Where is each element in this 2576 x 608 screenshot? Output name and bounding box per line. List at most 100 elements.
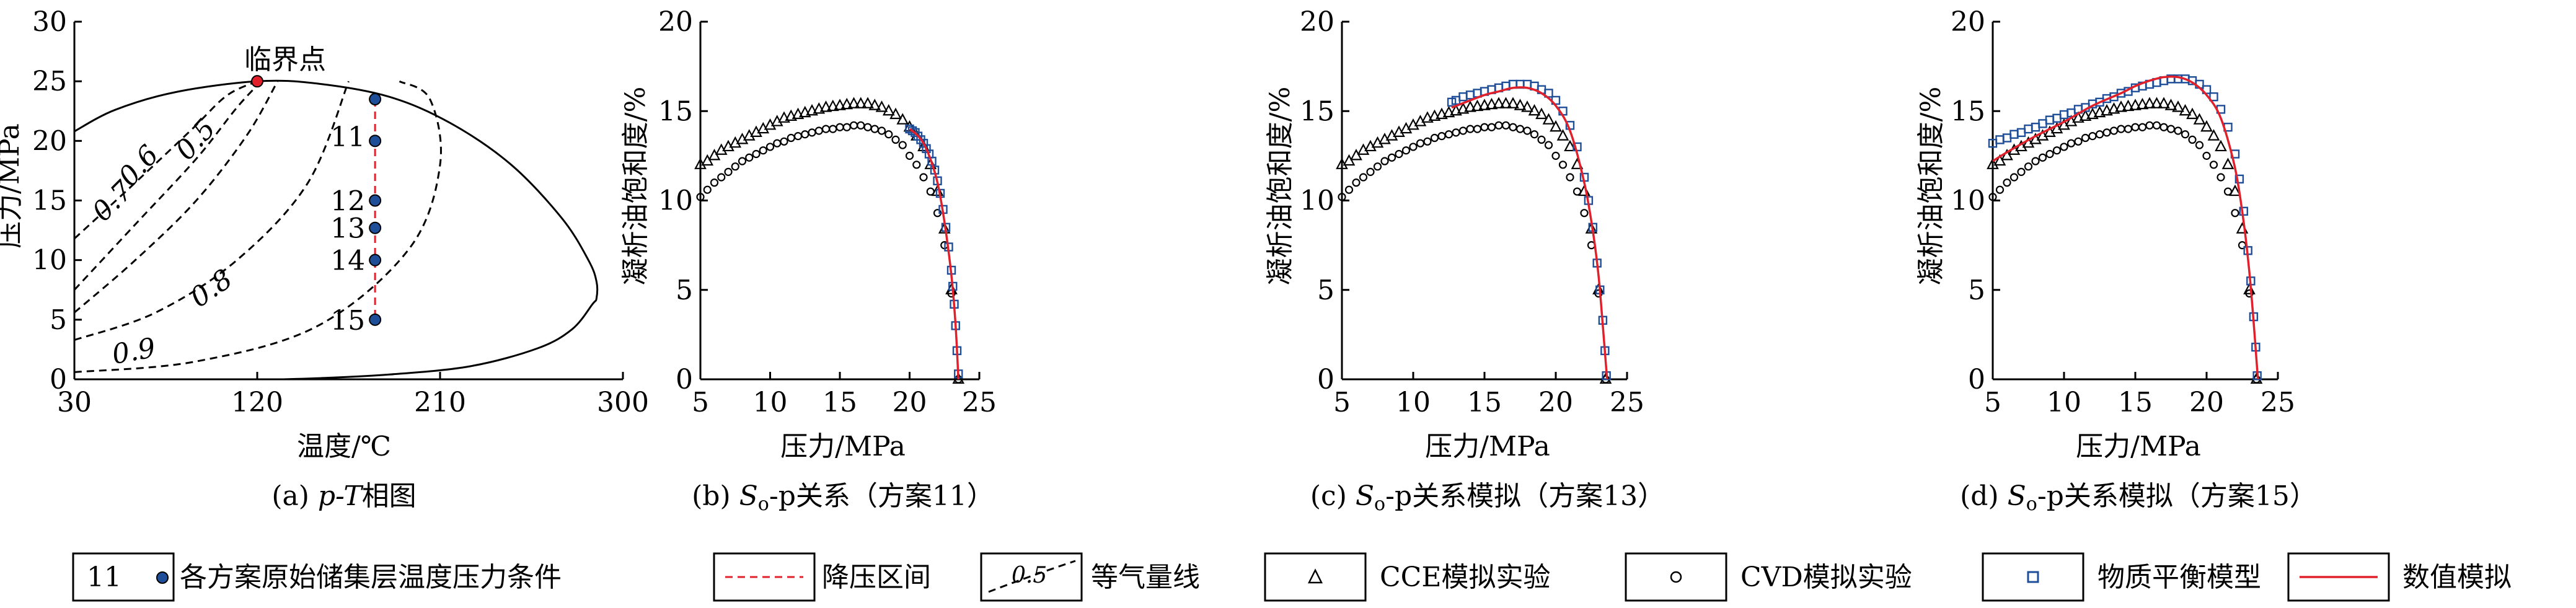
panel-b-cce-point [862, 97, 874, 108]
panel-c-cvd-point [1437, 132, 1446, 141]
panel-c-cvd-point [1544, 141, 1553, 149]
panel-b-cce-point [778, 111, 790, 123]
legend-sample-conditions-dot [156, 571, 169, 584]
panel-d-cvd-point [2038, 153, 2047, 162]
panel-d-cvd-point [2045, 149, 2054, 159]
panel-b-cvd-point [787, 133, 795, 143]
panel-b-cce-point [701, 154, 714, 166]
panel-c-cvd-point [1338, 193, 1346, 201]
panel-d-cce-point [2101, 104, 2113, 116]
panel-c-cvd-point [1373, 162, 1382, 171]
panel-d-cce-point [2143, 97, 2156, 108]
legend-sample-box-num [2287, 552, 2390, 602]
legend-sample-box-mb [1982, 552, 2084, 602]
panel-d-cvd-point [2081, 133, 2090, 143]
panel-c-x-tick-label: 25 [1610, 387, 1644, 418]
panel-c-cce-point [1507, 97, 1519, 108]
panel-d-cvd-point [2017, 167, 2026, 176]
panel-b-x-tick-label: 15 [823, 387, 857, 418]
panel-d-cvd-point [2145, 121, 2154, 130]
panel-d-cvd-point [2174, 126, 2182, 135]
panel-c-cvd-point [1452, 128, 1460, 137]
panel-d-mb-point [2052, 113, 2062, 123]
panel-c-cvd-point [1430, 133, 1439, 143]
panel-d-cvd-point [2052, 146, 2062, 155]
panel-d-cvd-point [2088, 132, 2097, 141]
panel-d-cce-point [2186, 107, 2199, 120]
panel-c-mb-point [1458, 92, 1468, 102]
panel-c-cvd-point [1444, 130, 1453, 139]
panel-c-cvd-point [1423, 137, 1432, 146]
panel-b-cvd-point [696, 193, 705, 201]
panel-b-x-tick-label: 20 [893, 387, 927, 418]
panel-c-cvd-point [1416, 139, 1425, 148]
panel-d-mb-point [2002, 133, 2012, 143]
panel-d-cce-point [2093, 105, 2106, 118]
panel-d-cce-point [2158, 97, 2170, 108]
panel-d-cce-point [2136, 97, 2149, 110]
panel-b-y-tick-label: 10 [658, 185, 693, 217]
condition-point-11 [369, 93, 382, 106]
legend-sample-box-conditions [72, 552, 175, 602]
condition-label-13: 13 [330, 213, 365, 245]
panel-d-y-tick-label: 15 [1951, 95, 1985, 127]
panel-d-cce-point [2164, 99, 2177, 110]
panel-b-cvd-point [759, 146, 767, 155]
condition-label-14: 14 [330, 245, 365, 277]
panel-d-y-tick-label: 10 [1951, 185, 1985, 217]
panel-b-cce-point [889, 107, 902, 120]
panel-d-cce-point [2200, 120, 2213, 132]
panel-d-x-tick-label: 5 [1984, 387, 2001, 418]
panel-b-cvd-point [884, 130, 893, 139]
panel-a-caption: (a) p-T相图 [271, 480, 416, 512]
panel-b-cce-point [757, 121, 770, 134]
panel-c-cce-point [1485, 97, 1498, 110]
panel-d-cvd-point [2166, 125, 2176, 133]
panel-c-cvd-point [1466, 125, 1475, 133]
legend-sample-quality-line [988, 560, 1076, 593]
panel-b-numerical-line [909, 128, 959, 380]
panel-d-cce-point [2172, 100, 2184, 112]
panel-b-cvd-point [808, 128, 816, 137]
panel-b-cce-point [847, 97, 860, 108]
panel-d-cvd-point [2067, 139, 2076, 148]
panel-b-cce-point [736, 133, 749, 144]
panel-a-y-tick-label: 15 [32, 185, 67, 217]
panel-c-ylabel: 凝析油饱和度/% [1264, 87, 1296, 286]
panel-d-cvd-point [2031, 157, 2040, 165]
panel-c-x-tick-label: 15 [1467, 387, 1502, 418]
panel-c-cce-point [1564, 139, 1576, 152]
panel-d-y-tick-label: 0 [1968, 364, 1985, 395]
panel-d-ylabel: 凝析油饱和度/% [1915, 87, 1947, 286]
panel-d-caption: (d) So-p关系模拟（方案15） [1960, 480, 2317, 515]
panel-b-cvd-point [793, 132, 803, 141]
panel-b-x-tick-label: 25 [962, 387, 997, 418]
legend-label-cce: CCE模拟实验 [1380, 562, 1550, 593]
panel-b-cce-point [868, 99, 881, 110]
panel-c-cvd-point [1395, 149, 1403, 159]
panel-c-cvd-point [1494, 121, 1503, 130]
panel-d-cvd-point [2009, 173, 2019, 182]
panel-d-cvd-point [2202, 151, 2211, 160]
quality-line-0.8 [74, 81, 350, 341]
condition-point-12 [369, 194, 382, 207]
critical-point-label: 临界点 [244, 44, 326, 76]
panel-c-cvd-point [1387, 153, 1396, 162]
panel-c-cce-point [1499, 97, 1512, 108]
panel-b-cvd-point [710, 178, 719, 187]
panel-c-mb-point [1465, 90, 1475, 100]
panel-b-x-tick-label: 5 [692, 387, 709, 418]
panel-d-cvd-point [2217, 173, 2225, 182]
panel-a-x-tick-label: 120 [231, 387, 283, 418]
legend-label-cvd: CVD模拟实验 [1740, 562, 1912, 593]
panel-c-cvd-point [1509, 123, 1517, 131]
panel-a-y-tick-label: 20 [32, 125, 67, 157]
panel-d-cvd-point [2181, 130, 2190, 139]
condition-label-15: 15 [330, 305, 365, 337]
legend-label-depletion: 降压区间 [822, 562, 931, 593]
panel-c-cce-point [1450, 104, 1462, 116]
condition-point-15 [369, 313, 382, 326]
